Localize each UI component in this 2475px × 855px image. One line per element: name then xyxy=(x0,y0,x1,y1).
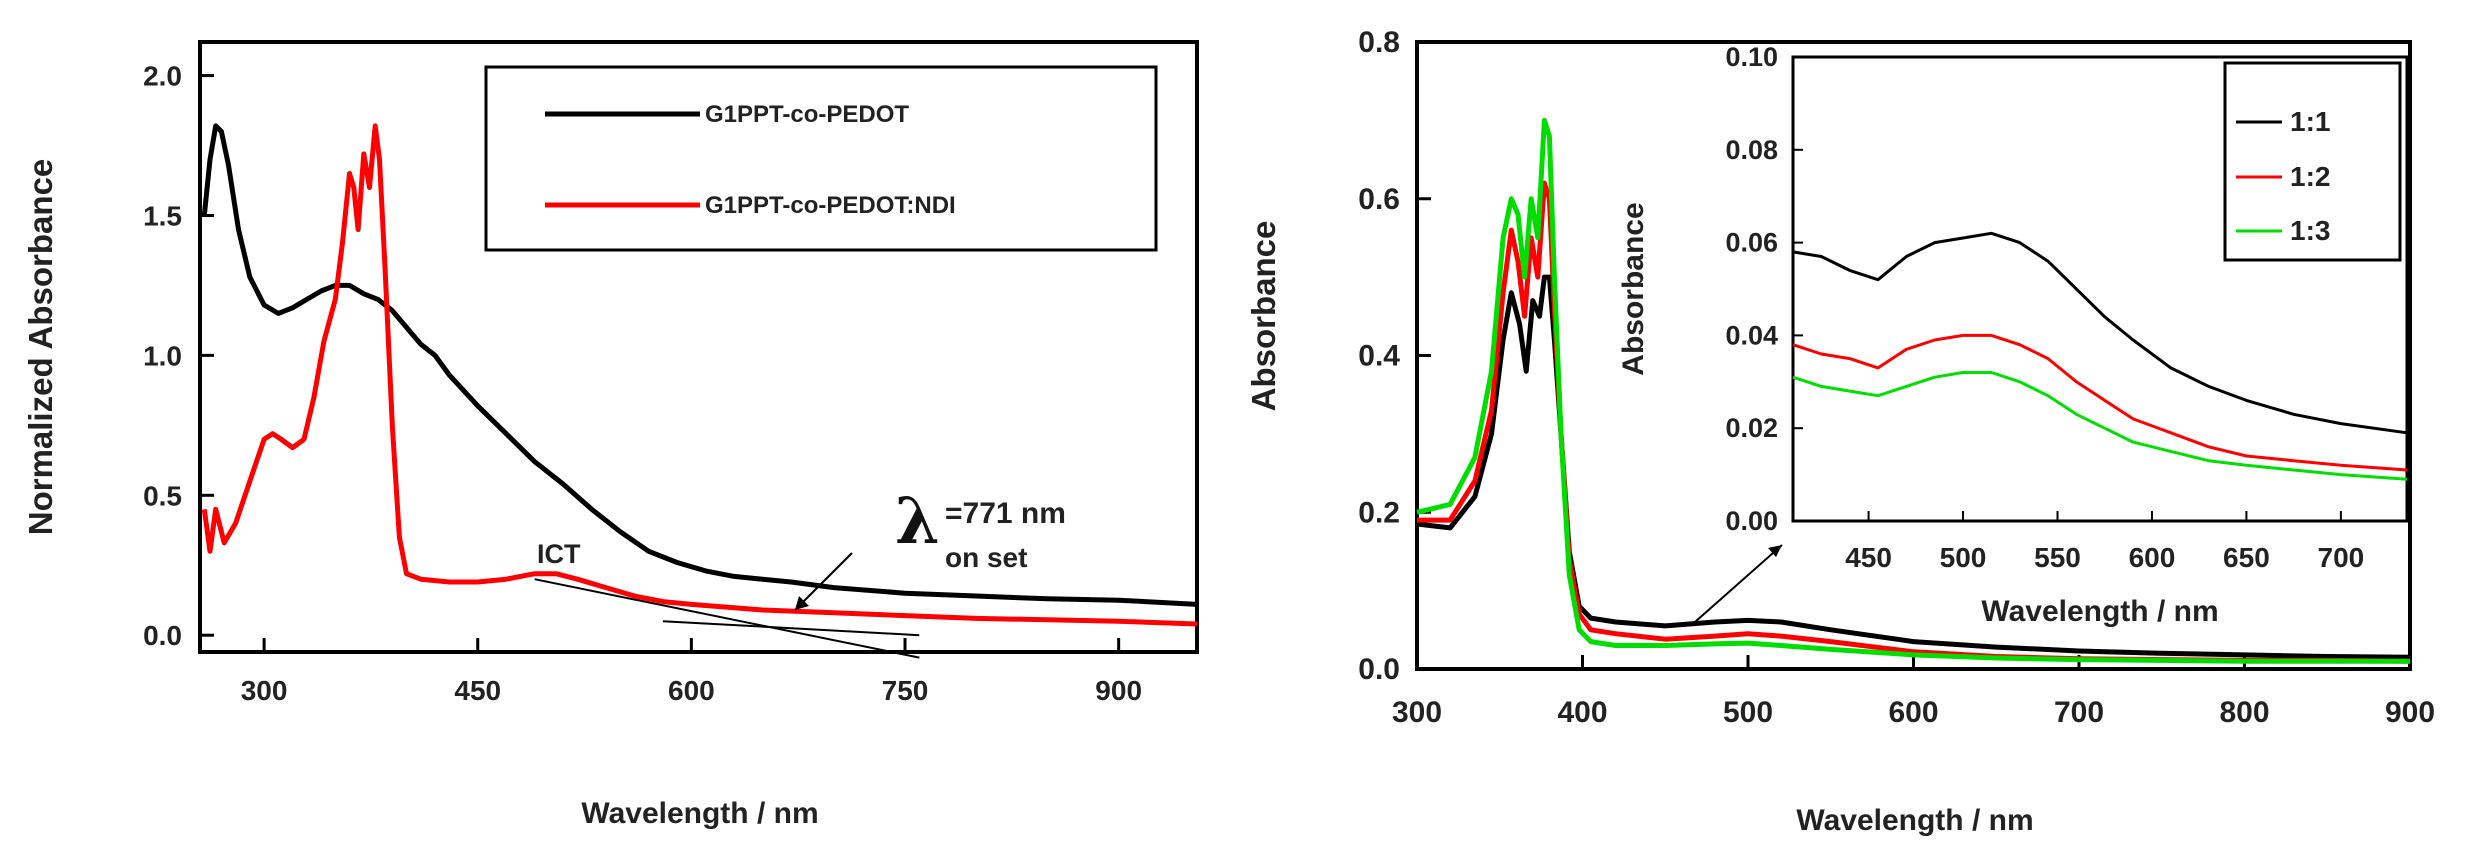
lambda-subscript: on set xyxy=(945,542,1027,573)
left-legend: G1PPT-co-PEDOT G1PPT-co-PEDOT:NDI xyxy=(484,65,1158,252)
left-x-tick-label: 900 xyxy=(1095,675,1142,706)
right-chart: 0.0 0.2 0.4 0.6 0.8 300 400 500 600 700 800 900 Ab… xyxy=(1245,26,2435,837)
series-line-g1ppt xyxy=(201,123,1198,607)
series-line-g1ppt-ndi xyxy=(201,123,1198,627)
inset-legend-label-1-1: 1:1 xyxy=(2290,106,2330,137)
inset-series-line-1-1 xyxy=(1792,231,2408,435)
right-y-axis-label: Absorbance xyxy=(1245,221,1282,412)
lambda-value: =771 nm xyxy=(945,497,1066,530)
series-line-ratio-1-3 xyxy=(1416,117,2410,664)
right-x-tick-label: 900 xyxy=(2385,696,2435,729)
inset-series-line-1-3 xyxy=(1792,371,2408,481)
inset-x-tick-label: 550 xyxy=(2034,542,2081,573)
inset-pointer-line xyxy=(1694,544,1783,623)
ict-annotation: ICT xyxy=(537,539,581,569)
inset-legend: 1:1 1:2 1:3 xyxy=(2223,61,2402,262)
left-y-tick-label: 0.0 xyxy=(143,620,182,651)
inset-chart: 0.00 0.02 0.04 0.06 0.08 0.10 450 500 550 600 650… xyxy=(1617,42,2409,628)
inset-x-tick-label: 500 xyxy=(1940,542,1987,573)
right-x-tick-label: 500 xyxy=(1723,696,1773,729)
onset-tangent-line xyxy=(534,578,920,659)
inset-x-tick-label: 650 xyxy=(2223,542,2270,573)
left-y-tick-label: 1.0 xyxy=(143,340,182,371)
lambda-pointer-line xyxy=(794,552,853,611)
inset-y-tick-label: 0.06 xyxy=(1725,228,1778,258)
inset-y-tick-label: 0.08 xyxy=(1725,135,1778,165)
inset-y-axis-label: Absorbance xyxy=(1617,202,1650,375)
right-y-tick-label: 0.4 xyxy=(1358,340,1400,373)
left-y-tick-label: 2.0 xyxy=(143,61,182,92)
right-x-axis-label: Wavelength / nm xyxy=(1796,804,2033,837)
right-y-tick-label: 0.0 xyxy=(1358,653,1400,686)
inset-legend-box xyxy=(2223,61,2402,262)
left-x-tick-label: 300 xyxy=(241,675,288,706)
right-y-tick-label: 0.8 xyxy=(1358,26,1400,59)
left-legend-box xyxy=(484,65,1158,252)
right-x-tick-label: 400 xyxy=(1557,696,1607,729)
left-x-tick-label: 750 xyxy=(882,675,929,706)
inset-plot-frame xyxy=(1791,55,2409,523)
inset-series-line-1-2 xyxy=(1792,333,2408,472)
left-x-tick-label: 450 xyxy=(454,675,501,706)
lambda-pointer-arrowhead xyxy=(795,596,809,610)
right-y-tick-label: 0.6 xyxy=(1358,183,1400,216)
inset-pointer-arrowhead xyxy=(1768,545,1782,557)
inset-y-tick-label: 0.10 xyxy=(1725,42,1778,72)
legend-label-g1ppt-ndi: G1PPT-co-PEDOT:NDI xyxy=(705,192,956,219)
right-x-tick-label: 800 xyxy=(2219,696,2269,729)
inset-x-tick-label: 450 xyxy=(1845,542,1892,573)
left-x-tick-label: 600 xyxy=(668,675,715,706)
inset-y-tick-label: 0.00 xyxy=(1725,506,1778,536)
right-x-tick-label: 600 xyxy=(1888,696,1938,729)
inset-y-tick-label: 0.02 xyxy=(1725,413,1778,443)
inset-x-tick-label: 700 xyxy=(2318,542,2365,573)
left-x-axis-label: Wavelength / nm xyxy=(581,797,818,830)
left-y-axis-label: Normalized Absorbance xyxy=(22,159,59,536)
inset-x-tick-label: 600 xyxy=(2129,542,2176,573)
left-y-tick-label: 0.5 xyxy=(143,480,182,511)
left-plot-frame xyxy=(198,40,1199,654)
inset-legend-label-1-3: 1:3 xyxy=(2290,215,2330,246)
right-x-tick-label: 700 xyxy=(2054,696,2104,729)
lambda-symbol: λ xyxy=(895,484,940,559)
right-y-tick-label: 0.2 xyxy=(1358,496,1400,529)
legend-label-g1ppt: G1PPT-co-PEDOT xyxy=(705,101,909,128)
inset-legend-label-1-2: 1:2 xyxy=(2290,161,2330,192)
inset-y-tick-label: 0.04 xyxy=(1725,320,1778,350)
right-x-tick-label: 300 xyxy=(1392,696,1442,729)
inset-x-axis-label: Wavelength / nm xyxy=(1981,595,2218,628)
left-chart: 0.0 0.5 1.0 1.5 2.0 300 450 600 750 900 Normaliz… xyxy=(22,40,1199,830)
left-y-tick-label: 1.5 xyxy=(143,200,182,231)
onset-tangent-line xyxy=(662,620,920,637)
